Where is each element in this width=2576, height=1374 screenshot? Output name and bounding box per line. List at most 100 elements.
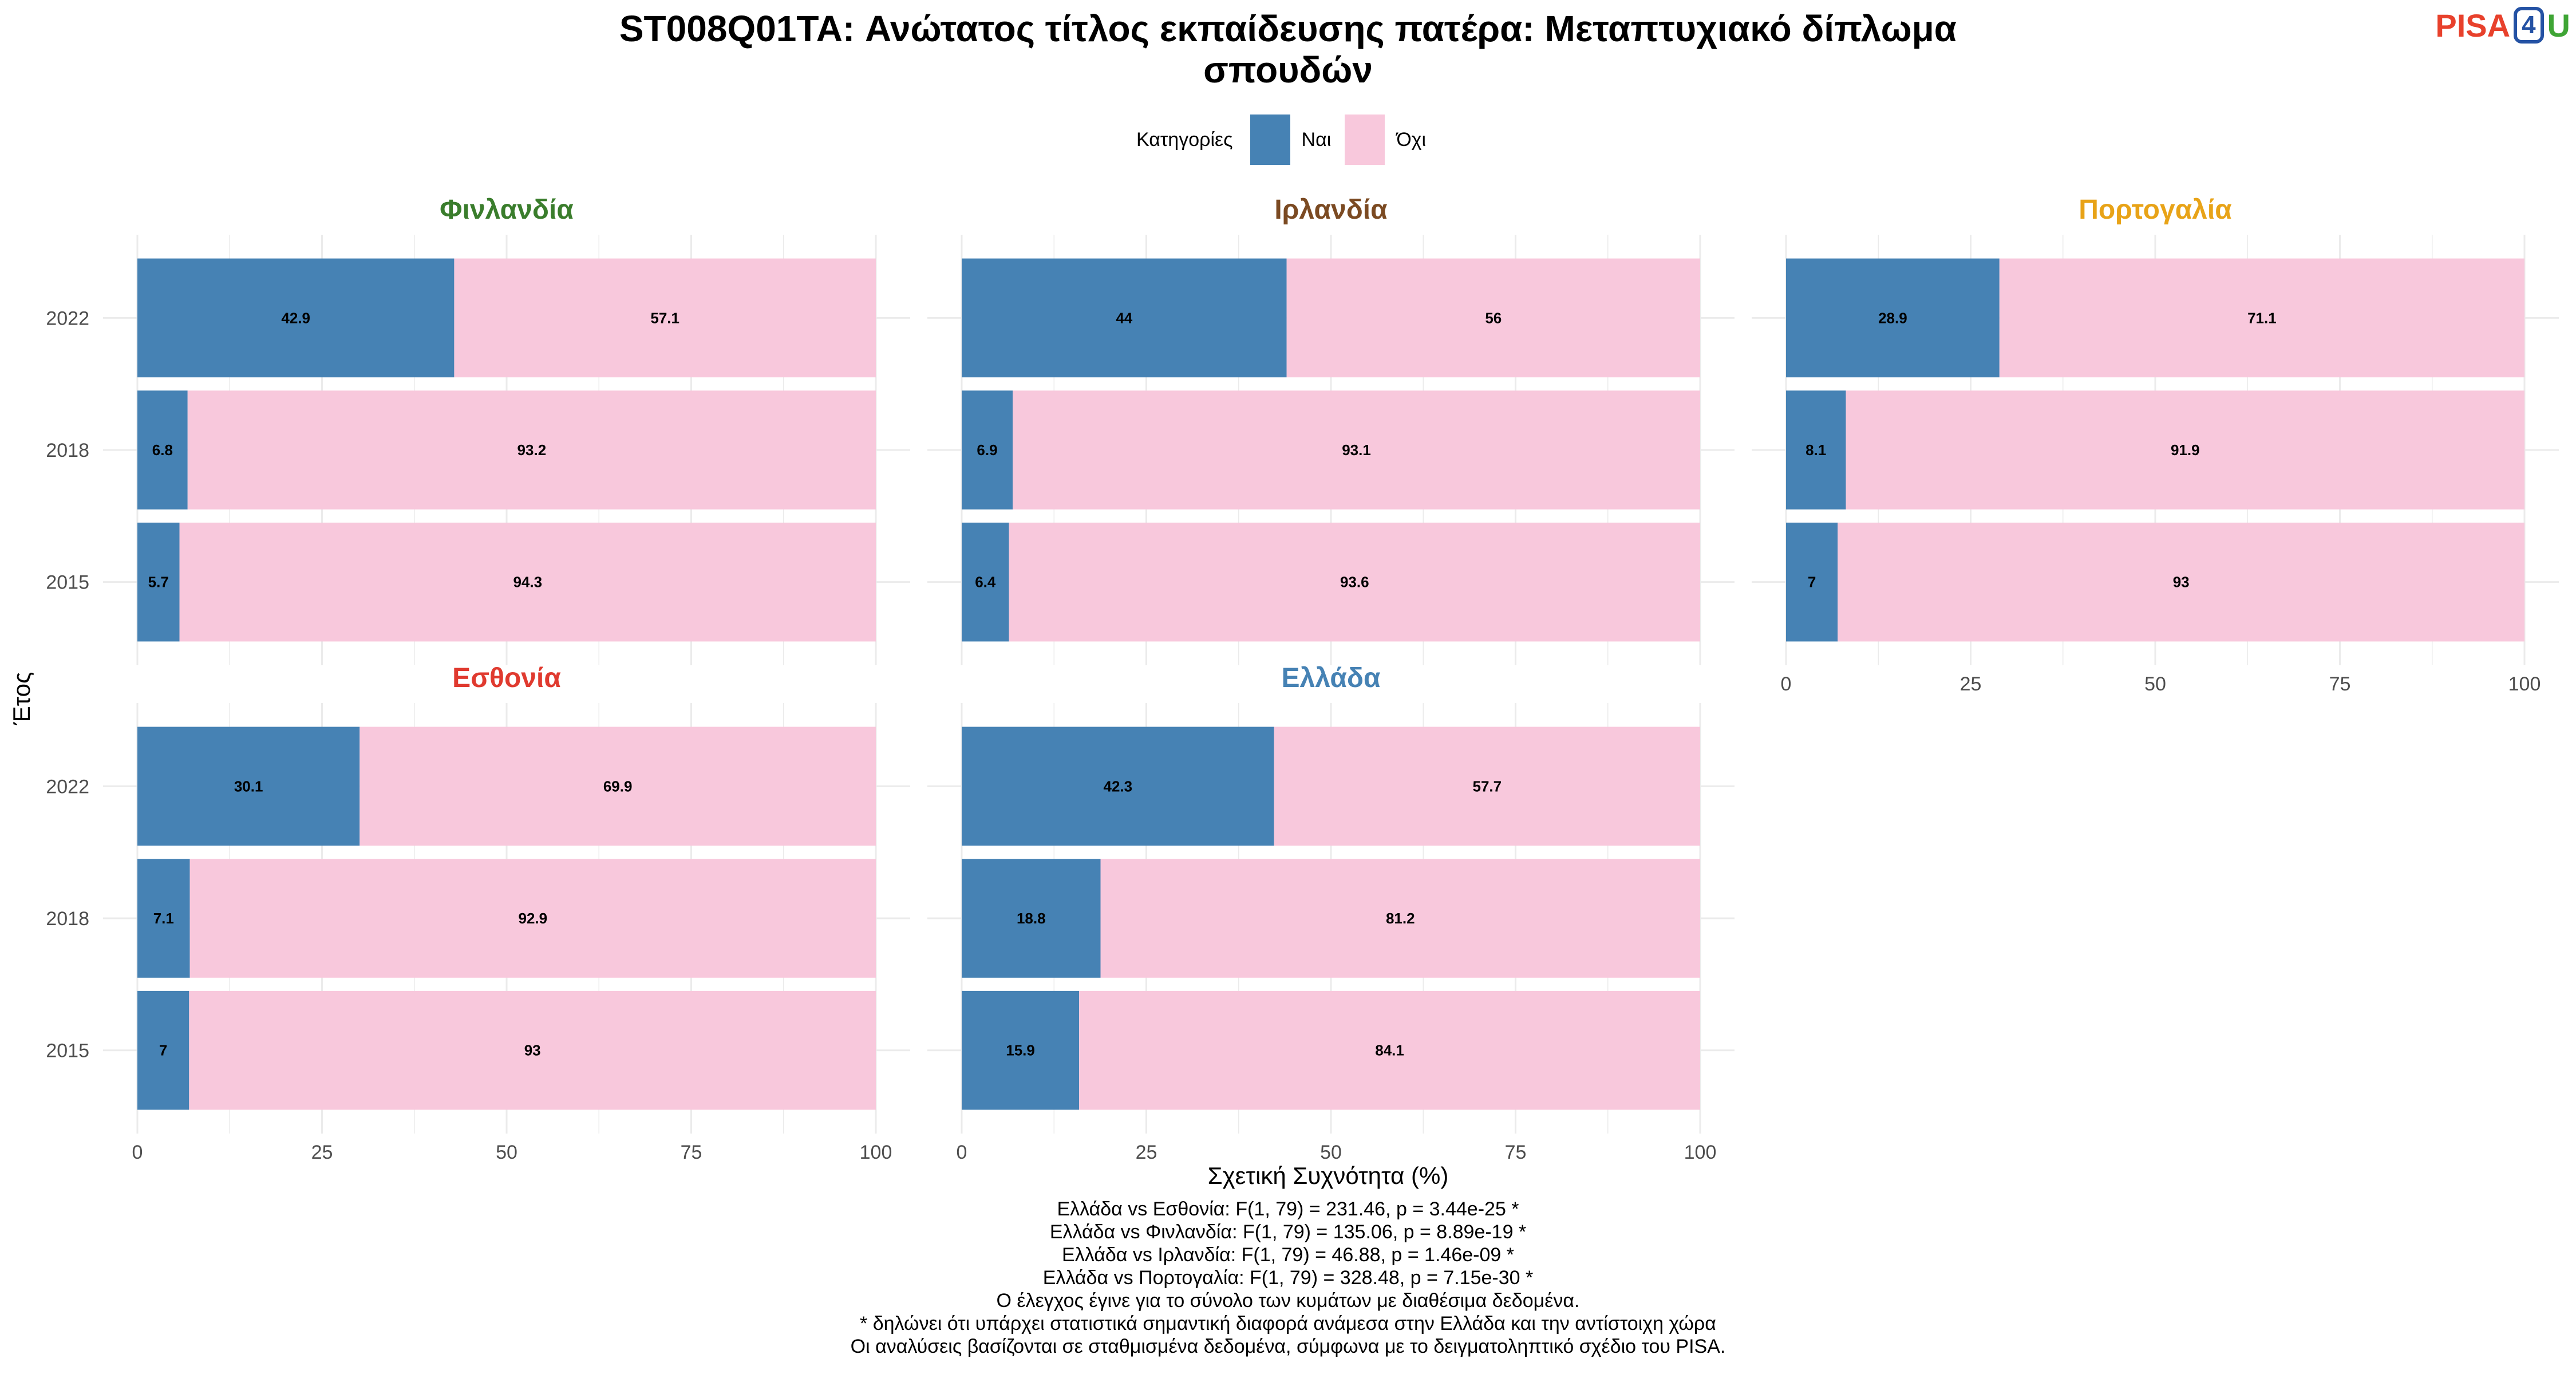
panel-3-label-nai-2018: 8.1 [1805,441,1826,459]
panel-4-xtick-0: 0 [132,1142,143,1163]
panel-3-label-nai-2022: 28.9 [1878,309,1907,326]
panel-2-label-nai-2018: 6.9 [977,441,997,459]
logo-pisa-text: PISA [2435,7,2511,44]
panel-4-xtick-50: 50 [496,1142,517,1163]
logo-four-text: 4 [2514,7,2544,44]
legend-swatch-nai [1250,114,1290,165]
legend-label-nai: Ναι [1301,128,1332,151]
legend: Κατηγορίες Ναι Όχι [0,114,2576,165]
legend-swatch-oxi [1345,114,1385,165]
panel-5-bar-oxi-2015 [1079,990,1700,1110]
panel-4-label-oxi-2022: 69.9 [603,777,633,795]
chart-title-line-1: ST008Q01TA: Ανώτατος τίτλος εκπαίδευσης … [619,8,1957,49]
panel-1-bar-nai-2018 [137,390,188,510]
panel-2-bar-oxi-2015 [1009,522,1700,642]
panel-1-bar-nai-2015 [137,522,180,642]
x-axis-title: Σχετική Συχνότητα (%) [1208,1162,1449,1189]
panel-1-label-nai-2022: 42.9 [281,309,310,326]
panel-3-bar-nai-2015 [1786,522,1838,642]
panel-5-xtick-0: 0 [957,1142,967,1163]
legend-title: Κατηγορίες [1136,128,1233,151]
panel-4-xtick-100: 100 [860,1142,892,1163]
panel-5-bar-oxi-2018 [1100,859,1700,978]
panel-1-ytick-2018: 2018 [46,440,89,461]
panel-5-bar-nai-2015 [962,990,1080,1110]
panel-3-bar-nai-2018 [1786,390,1846,510]
panel-3-xtick-100: 100 [2508,673,2541,695]
panel-3-label-nai-2015: 7 [1808,574,1816,591]
panel-4-label-nai-2022: 30.1 [234,777,263,795]
panel-4-bar-nai-2015 [137,990,189,1110]
logo-u-text: U [2547,7,2570,44]
panel-5-label-oxi-2018: 81.2 [1386,910,1415,927]
chart-title-line-2: σπουδών [1203,49,1373,90]
panel-5-bar-nai-2022 [962,727,1274,846]
pisa4u-logo: PISA 4 U [2435,2,2570,48]
footer-line-2: Ελλάδα vs Φινλανδία: F(1, 79) = 135.06, … [1049,1221,1527,1243]
panel-3-label-oxi-2022: 71.1 [2247,309,2277,326]
panel-3-label-oxi-2015: 93 [2173,574,2190,591]
footer-line-7: Οι αναλύσεις βασίζονται σε σταθμισμένα δ… [850,1336,1726,1357]
panel-4-ytick-2018: 2018 [46,908,89,930]
panel-3-bar-oxi-2022 [1999,258,2524,378]
panel-4-bar-oxi-2022 [359,727,876,846]
panel-5-label-nai-2015: 15.9 [1006,1042,1035,1059]
panel-1-bar-oxi-2015 [179,522,876,642]
footer-line-1: Ελλάδα vs Εσθονία: F(1, 79) = 231.46, p … [1057,1198,1519,1220]
panel-3-xtick-50: 50 [2144,673,2166,695]
panel-1-label-nai-2018: 6.8 [152,441,173,459]
panel-2-bar-nai-2022 [962,258,1287,378]
panel-2-bar-nai-2018 [962,390,1013,510]
panel-5-bar-nai-2018 [962,859,1101,978]
panel-5-label-oxi-2022: 57.7 [1473,777,1502,795]
footer-line-4: Ελλάδα vs Πορτογαλία: F(1, 79) = 328.48,… [1042,1267,1534,1289]
panel-2-bar-oxi-2022 [1286,258,1700,378]
footer-line-6: * δηλώνει ότι υπάρχει στατιστικά σημαντι… [860,1313,1716,1334]
panel-4-label-oxi-2018: 92.9 [518,910,547,927]
panel-5-xtick-75: 75 [1505,1142,1527,1163]
panel-3-bar-oxi-2015 [1838,522,2524,642]
panel-1-label-oxi-2015: 94.3 [513,574,542,591]
panel-2-title: Ιρλανδία [1274,195,1388,225]
panel-1-ytick-2022: 2022 [46,307,89,329]
panel-2-label-oxi-2022: 56 [1485,309,1502,326]
panel-4-bar-nai-2018 [137,859,190,978]
panel-5-label-nai-2018: 18.8 [1017,910,1046,927]
footer-line-3: Ελλάδα vs Ιρλανδία: F(1, 79) = 46.88, p … [1062,1244,1514,1266]
panel-3-xtick-0: 0 [1781,673,1792,695]
panel-1-label-oxi-2022: 57.1 [650,309,679,326]
footer-line-5: Ο έλεγχος έγινε για το σύνολο των κυμάτω… [996,1290,1580,1312]
panel-3-xtick-25: 25 [1960,673,1982,695]
panel-5-xtick-25: 25 [1136,1142,1157,1163]
panel-2-label-oxi-2018: 93.1 [1342,441,1371,459]
panel-4-bar-oxi-2018 [189,859,876,978]
panel-4-xtick-75: 75 [681,1142,702,1163]
panel-2-bar-oxi-2018 [1013,390,1700,510]
panel-5-title: Ελλάδα [1282,663,1381,693]
panel-3-label-oxi-2018: 91.9 [2171,441,2200,459]
panel-3-title: Πορτογαλία [2079,195,2232,225]
panel-1-ytick-2015: 2015 [46,572,89,594]
panel-3-xtick-75: 75 [2329,673,2351,695]
legend-item-nai: Ναι [1250,114,1332,165]
panel-1-label-nai-2015: 5.7 [148,574,169,591]
panel-3-bar-nai-2022 [1786,258,2000,378]
panel-5-xtick-100: 100 [1684,1142,1717,1163]
legend-label-oxi: Όχι [1396,128,1427,151]
panel-5-label-oxi-2015: 84.1 [1375,1042,1404,1059]
panel-4-xtick-25: 25 [311,1142,333,1163]
panel-5-bar-oxi-2022 [1274,727,1700,846]
panel-4-label-nai-2015: 7 [159,1042,167,1059]
panel-1-bar-oxi-2018 [187,390,876,510]
panel-2-bar-nai-2015 [962,522,1009,642]
panel-1-bar-nai-2022 [137,258,455,378]
panel-5-label-nai-2022: 42.3 [1104,777,1133,795]
panel-2-label-nai-2022: 44 [1116,309,1132,326]
panel-1-title: Φινλανδία [440,195,574,225]
panel-1-bar-oxi-2022 [454,258,876,378]
panel-4-ytick-2022: 2022 [46,776,89,797]
panel-4-label-nai-2018: 7.1 [153,910,174,927]
panel-5-xtick-50: 50 [1320,1142,1342,1163]
panel-4-ytick-2015: 2015 [46,1040,89,1062]
